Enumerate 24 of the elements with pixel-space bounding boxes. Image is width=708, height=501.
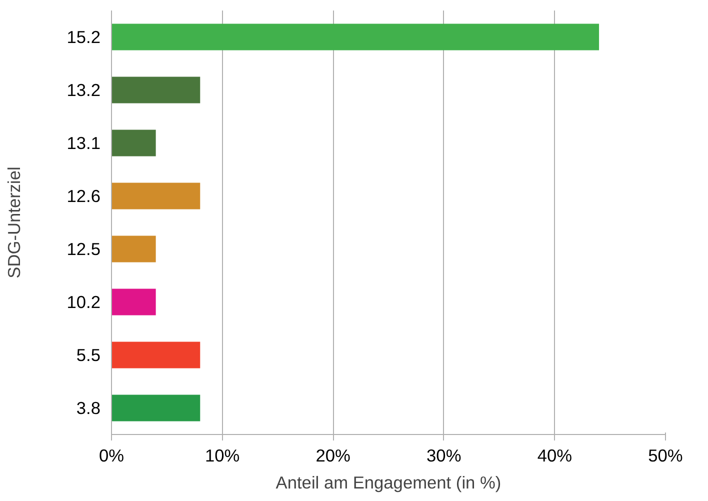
y-tick-label: 3.8 — [76, 398, 101, 418]
x-tick-label: 40% — [537, 446, 572, 466]
x-tick-label: 10% — [204, 446, 240, 466]
y-tick-label: 12.5 — [66, 239, 101, 259]
bar — [112, 394, 200, 422]
y-tick-label: 13.2 — [66, 80, 101, 100]
y-tick-label: 10.2 — [66, 292, 101, 312]
bar — [112, 288, 156, 316]
bar — [112, 24, 600, 50]
y-tick-label: 12.6 — [66, 186, 101, 206]
bar — [112, 130, 156, 156]
x-axis-title: Anteil am Engagement (in %) — [276, 472, 502, 492]
bar — [112, 76, 200, 104]
x-tick-label: 20% — [316, 446, 350, 466]
y-axis-title: SDG-Unterziel — [4, 166, 24, 278]
x-tick-label: 30% — [426, 446, 462, 466]
x-tick-label: 50% — [648, 446, 683, 466]
y-tick-label: 15.2 — [66, 27, 101, 47]
x-tick-label: 0% — [98, 446, 124, 466]
bar — [112, 236, 156, 262]
y-tick-label: 13.1 — [66, 133, 101, 153]
bar — [112, 342, 200, 368]
bar — [112, 182, 200, 210]
y-tick-label: 5.5 — [76, 345, 101, 365]
